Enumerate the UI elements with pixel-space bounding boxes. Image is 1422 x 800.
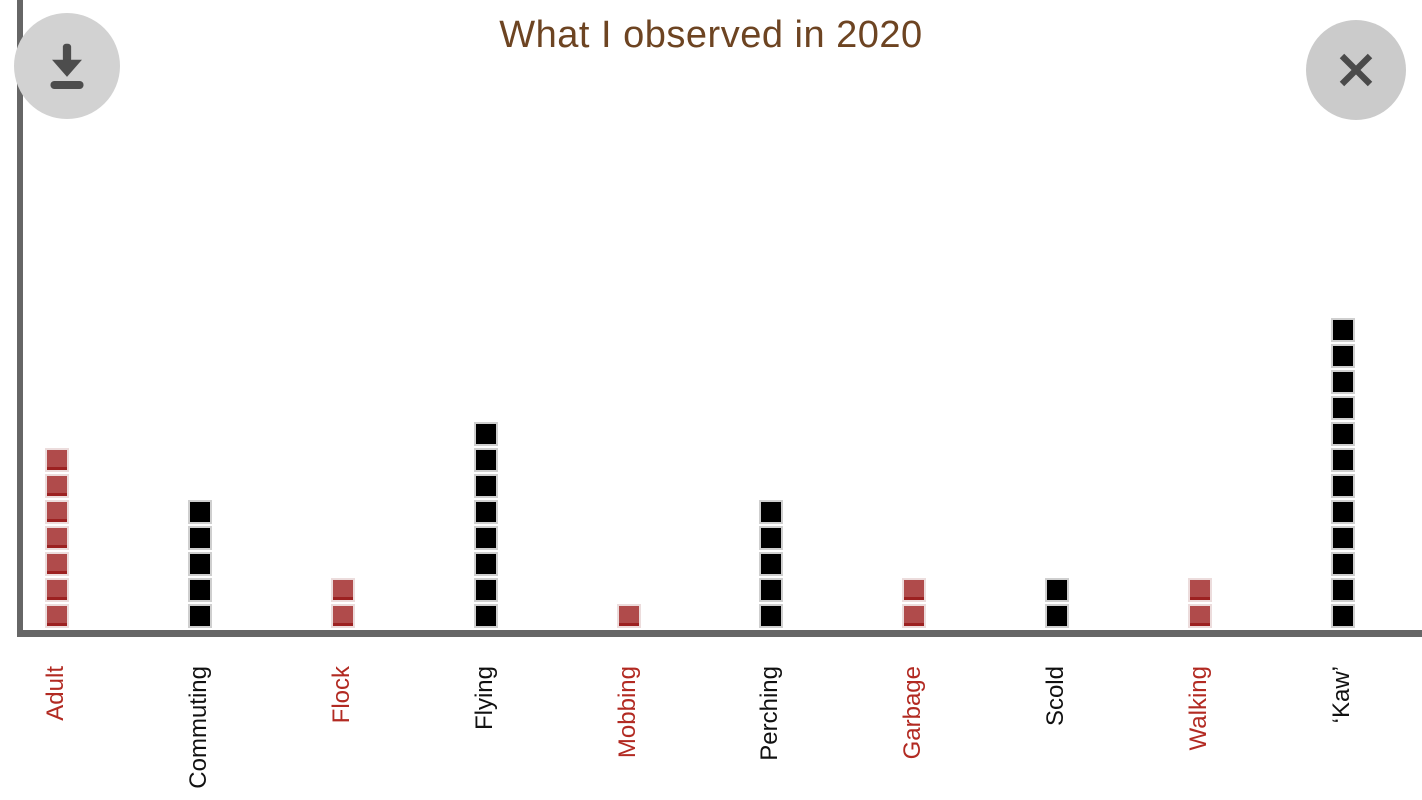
bar-walking <box>1187 578 1212 628</box>
waffle-square <box>473 500 498 524</box>
waffle-square <box>473 552 498 576</box>
waffle-square <box>759 552 784 576</box>
waffle-square <box>473 474 498 498</box>
waffle-square <box>759 526 784 550</box>
x-axis-line <box>17 630 1422 637</box>
waffle-square <box>1330 578 1355 602</box>
waffle-square <box>188 578 213 602</box>
waffle-square <box>1330 552 1355 576</box>
waffle-square <box>188 500 213 524</box>
waffle-square <box>45 552 70 576</box>
category-label-adult: Adult <box>42 666 70 721</box>
bar-commuting <box>188 500 213 628</box>
waffle-square <box>759 604 784 628</box>
waffle-square <box>473 578 498 602</box>
category-label-kaw: ‘Kaw’ <box>1327 666 1355 724</box>
bar-mobbing <box>616 604 641 628</box>
waffle-square <box>45 474 70 498</box>
y-axis-line <box>17 0 23 637</box>
waffle-square <box>473 448 498 472</box>
waffle-square <box>188 526 213 550</box>
waffle-square <box>473 422 498 446</box>
waffle-square <box>1330 318 1355 342</box>
bar-adult <box>45 448 70 628</box>
download-button[interactable] <box>14 13 120 119</box>
waffle-square <box>473 604 498 628</box>
category-label-mobbing: Mobbing <box>613 666 641 759</box>
bar-flying <box>473 422 498 628</box>
waffle-square <box>45 578 70 602</box>
bar-perching <box>759 500 784 628</box>
waffle-square <box>1330 448 1355 472</box>
bar-garbage <box>902 578 927 628</box>
waffle-square <box>331 578 355 602</box>
waffle-square <box>1330 422 1355 446</box>
download-icon <box>36 35 98 97</box>
waffle-square <box>188 604 213 628</box>
waffle-square <box>473 526 498 550</box>
category-label-commuting: Commuting <box>185 666 213 789</box>
category-label-scold: Scold <box>1042 666 1069 727</box>
bar-kaw <box>1330 318 1355 628</box>
waffle-square <box>331 604 355 628</box>
waffle-square <box>902 578 927 602</box>
category-label-flock: Flock <box>328 666 355 724</box>
waffle-square <box>1187 578 1212 602</box>
category-label-perching: Perching <box>756 666 784 761</box>
waffle-square <box>1330 474 1355 498</box>
bar-scold <box>1045 578 1069 628</box>
waffle-square <box>1187 604 1212 628</box>
waffle-square <box>45 526 70 550</box>
waffle-square <box>188 552 213 576</box>
category-label-flying: Flying <box>470 666 498 731</box>
chart-title: What I observed in 2020 <box>499 14 923 56</box>
waffle-square <box>616 604 641 628</box>
waffle-square <box>45 500 70 524</box>
waffle-square <box>45 448 70 472</box>
waffle-square <box>759 500 784 524</box>
waffle-square <box>1330 526 1355 550</box>
close-icon <box>1327 41 1385 99</box>
waffle-square <box>1330 344 1355 368</box>
waffle-square <box>902 604 927 628</box>
bar-flock <box>331 578 355 628</box>
waffle-square <box>1045 604 1069 628</box>
waffle-square <box>45 604 70 628</box>
waffle-square <box>1330 370 1355 394</box>
waffle-square <box>1330 396 1355 420</box>
waffle-square <box>1045 578 1069 602</box>
category-label-garbage: Garbage <box>899 666 927 760</box>
close-button[interactable] <box>1306 20 1406 120</box>
category-label-walking: Walking <box>1184 666 1212 751</box>
waffle-square <box>759 578 784 602</box>
waffle-square <box>1330 500 1355 524</box>
waffle-square <box>1330 604 1355 628</box>
